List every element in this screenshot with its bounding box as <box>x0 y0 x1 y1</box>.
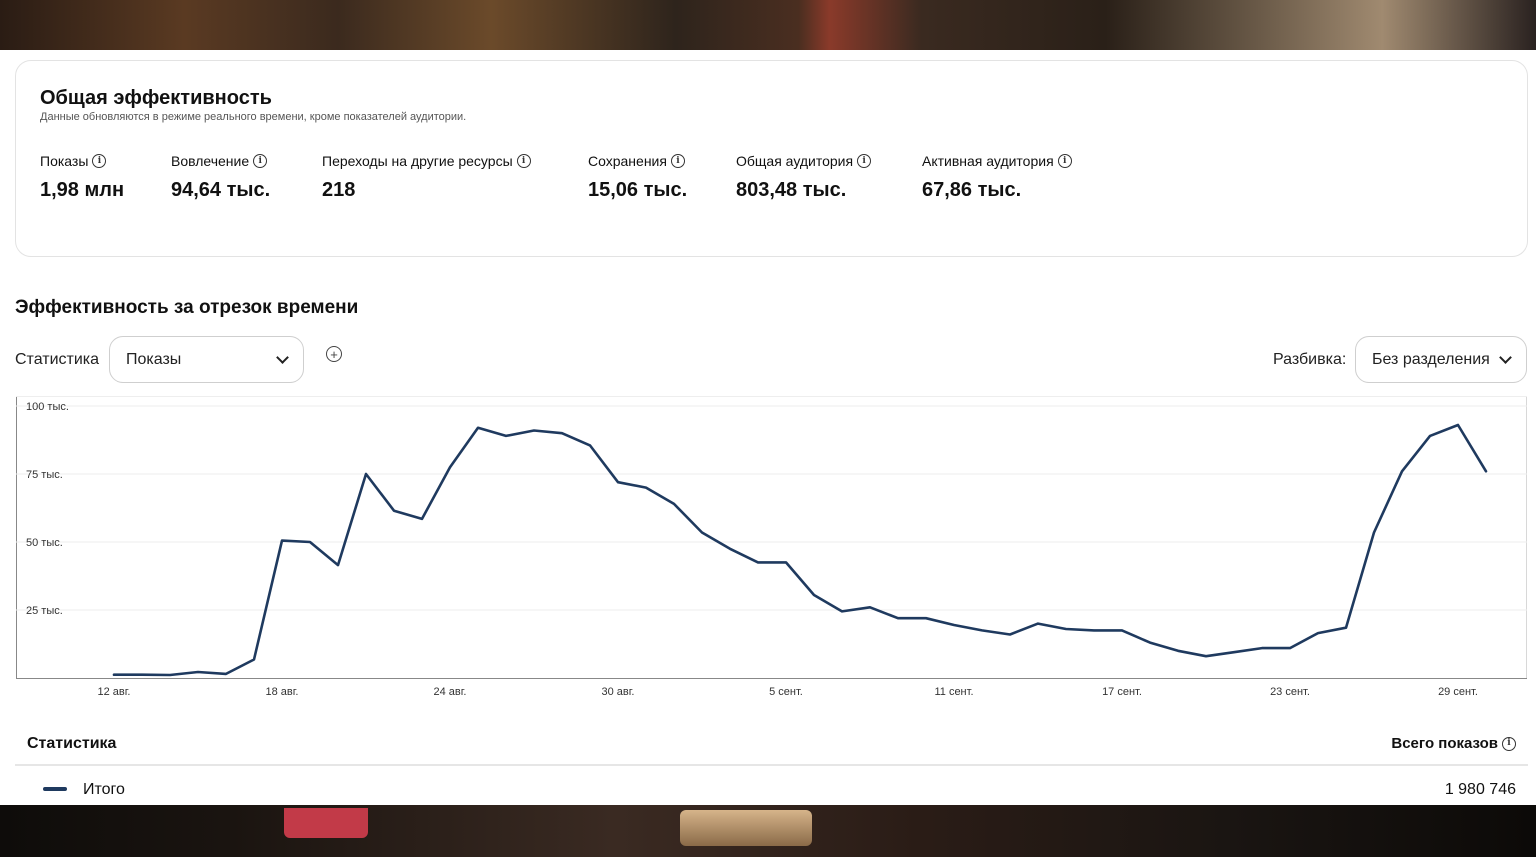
x-tick-label: 12 авг. <box>98 686 131 696</box>
statistic-select[interactable]: Показы <box>109 336 304 383</box>
x-tick-label: 24 авг. <box>434 686 467 696</box>
y-tick-label: 50 тыс. <box>26 537 63 549</box>
info-icon[interactable]: i <box>516 154 531 168</box>
table-row-value: 1 980 746 <box>1444 781 1516 798</box>
metric-value: 94,64 тыс. <box>171 179 271 201</box>
section-title: Эффективность за отрезок времени <box>15 297 359 318</box>
metric-value: 218 <box>322 179 356 201</box>
table-header-total: Всего показов i <box>1391 735 1516 752</box>
info-icon[interactable]: i <box>1502 736 1516 751</box>
analytics-page: Общая эффективность Данные обновляются в… <box>0 50 1536 805</box>
add-circle-icon[interactable]: + <box>326 346 342 362</box>
metric-total-audience: Общая аудитория i 803,48 тыс. <box>736 153 872 202</box>
info-icon[interactable]: i <box>92 154 107 168</box>
metric-label: Общая аудитория <box>736 153 854 169</box>
x-tick-label: 30 авг. <box>602 686 635 696</box>
statistic-select-value: Показы <box>126 350 182 368</box>
background-photo-top <box>0 0 1536 50</box>
y-tick-label: 75 тыс. <box>26 469 63 481</box>
metric-value: 15,06 тыс. <box>588 179 688 201</box>
metric-value: 803,48 тыс. <box>736 179 847 201</box>
metric-label: Активная аудитория <box>922 153 1054 169</box>
chevron-down-icon <box>276 350 289 364</box>
x-tick-label: 23 сент. <box>1270 686 1310 696</box>
metric-value: 67,86 тыс. <box>922 179 1022 201</box>
info-icon[interactable]: i <box>1057 154 1072 168</box>
info-icon[interactable]: i <box>670 154 685 168</box>
breakdown-select-value: Без разделения <box>1372 350 1490 368</box>
line-chart-svg: 25 тыс. 50 тыс. 75 тыс. 100 тыс. 12 авг. 18 а… <box>16 396 1527 696</box>
overview-title: Общая эффективность <box>40 87 272 109</box>
metric-impressions: Показы i 1,98 млн <box>40 153 124 202</box>
x-tick-label: 17 сент. <box>1102 686 1142 696</box>
y-tick-label: 100 тыс. <box>26 401 69 413</box>
table-divider <box>15 764 1528 766</box>
x-tick-label: 29 сент. <box>1438 686 1478 696</box>
breakdown-select[interactable]: Без разделения <box>1355 336 1527 383</box>
table-header-total-label: Всего показов <box>1391 735 1498 752</box>
x-tick-label: 18 авг. <box>266 686 299 696</box>
metric-saves: Сохранения i 15,06 тыс. <box>588 153 687 202</box>
y-tick-label: 25 тыс. <box>26 605 63 617</box>
series-swatch <box>43 787 67 791</box>
chevron-down-icon <box>1499 350 1512 364</box>
info-icon[interactable]: i <box>857 154 872 168</box>
background-red-cup <box>284 808 368 838</box>
table-header-statistic: Статистика <box>27 735 117 752</box>
table-row-name: Итого <box>83 781 125 798</box>
metric-engagement: Вовлечение i 94,64 тыс. <box>171 153 270 202</box>
metric-value: 1,98 млн <box>40 179 125 201</box>
metric-label: Переходы на другие ресурсы <box>322 153 513 169</box>
x-tick-label: 5 сент. <box>769 686 803 696</box>
overview-card: Общая эффективность Данные обновляются в… <box>15 60 1528 257</box>
metric-label: Показы <box>40 153 89 169</box>
metric-label: Вовлечение <box>171 153 250 169</box>
metric-outbound-clicks: Переходы на другие ресурсы i 218 <box>322 153 531 202</box>
info-icon[interactable]: i <box>253 154 268 168</box>
metric-active-audience: Активная аудитория i 67,86 тыс. <box>922 153 1072 202</box>
overview-subtitle: Данные обновляются в режиме реального вр… <box>40 111 467 123</box>
x-tick-label: 11 сент. <box>934 686 973 696</box>
background-box <box>680 810 812 846</box>
line-chart: 25 тыс. 50 тыс. 75 тыс. 100 тыс. 12 авг. 18 а… <box>16 396 1527 696</box>
statistic-label: Статистика <box>15 351 100 368</box>
series-line <box>112 423 1488 677</box>
metric-label: Сохранения <box>588 153 667 169</box>
breakdown-label: Разбивка: <box>1273 351 1347 368</box>
